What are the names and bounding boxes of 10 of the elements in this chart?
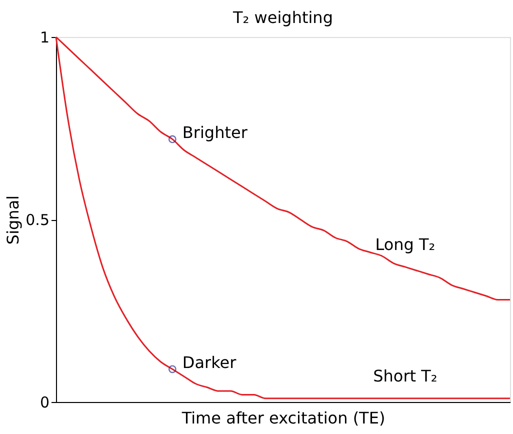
y-axis-title: Signal (4, 195, 23, 245)
y-tick-label: 0 (40, 394, 50, 412)
y-tick-label: 1 (40, 28, 50, 46)
series-label: Long T₂ (375, 234, 436, 254)
chart-title: T₂ weighting (232, 8, 333, 27)
series-label: Short T₂ (373, 366, 438, 386)
annotation: Darker (182, 353, 237, 372)
y-tick-label: 0.5 (26, 211, 50, 229)
annotation: Brighter (182, 123, 248, 142)
x-axis-title: Time after excitation (TE) (180, 408, 386, 428)
